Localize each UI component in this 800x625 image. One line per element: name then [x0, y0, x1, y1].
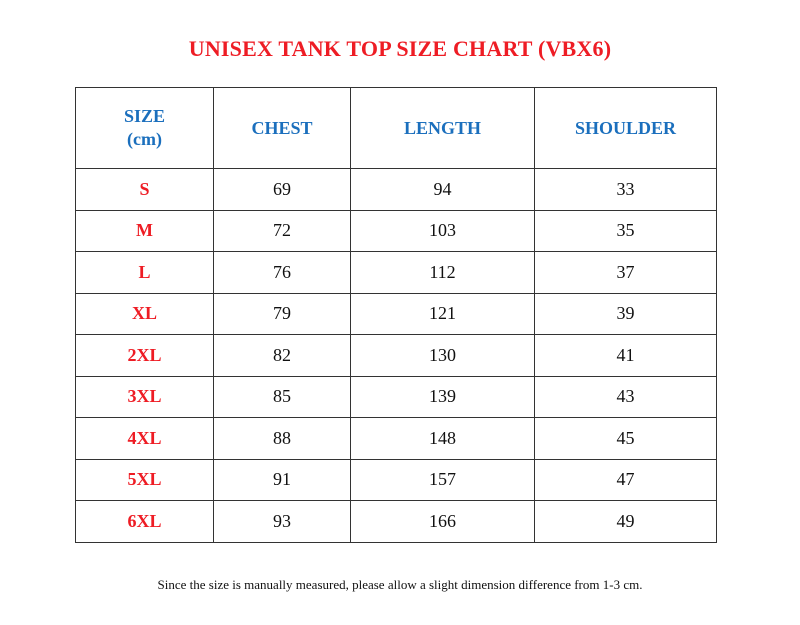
cell-size: 3XL [75, 375, 214, 418]
cell-chest: 91 [213, 458, 351, 501]
cell-size: XL [75, 292, 214, 335]
cell-shoulder: 37 [534, 251, 717, 294]
cell-shoulder: 39 [534, 292, 717, 335]
table-row: XL 79 121 39 [75, 292, 717, 335]
cell-length: 103 [350, 209, 535, 252]
cell-chest: 85 [213, 375, 351, 418]
table-row: L 76 112 37 [75, 251, 717, 294]
cell-length: 130 [350, 334, 535, 377]
cell-chest: 72 [213, 209, 351, 252]
cell-size: 6XL [75, 500, 214, 543]
table-row: 4XL 88 148 45 [75, 417, 717, 460]
cell-shoulder: 49 [534, 500, 717, 543]
cell-chest: 79 [213, 292, 351, 335]
cell-shoulder: 35 [534, 209, 717, 252]
table-row: 6XL 93 166 49 [75, 500, 717, 543]
cell-length: 148 [350, 417, 535, 460]
cell-shoulder: 33 [534, 168, 717, 211]
table-row: 3XL 85 139 43 [75, 375, 717, 418]
header-shoulder: SHOULDER [534, 87, 717, 169]
cell-chest: 76 [213, 251, 351, 294]
table-row: 2XL 82 130 41 [75, 334, 717, 377]
table-header-row: SIZE (cm) CHEST LENGTH SHOULDER [75, 87, 717, 169]
table-row: 5XL 91 157 47 [75, 458, 717, 501]
cell-chest: 69 [213, 168, 351, 211]
table-row: M 72 103 35 [75, 209, 717, 252]
cell-length: 94 [350, 168, 535, 211]
cell-shoulder: 47 [534, 458, 717, 501]
table-row: S 69 94 33 [75, 168, 717, 211]
header-size-unit: (cm) [127, 129, 162, 149]
cell-size: L [75, 251, 214, 294]
cell-size: 5XL [75, 458, 214, 501]
header-length: LENGTH [350, 87, 535, 169]
cell-length: 139 [350, 375, 535, 418]
cell-shoulder: 43 [534, 375, 717, 418]
cell-shoulder: 41 [534, 334, 717, 377]
cell-size: 4XL [75, 417, 214, 460]
cell-chest: 93 [213, 500, 351, 543]
cell-shoulder: 45 [534, 417, 717, 460]
cell-length: 166 [350, 500, 535, 543]
cell-chest: 88 [213, 417, 351, 460]
cell-size: S [75, 168, 214, 211]
cell-size: M [75, 209, 214, 252]
header-size: SIZE (cm) [75, 87, 214, 169]
cell-chest: 82 [213, 334, 351, 377]
page-title: UNISEX TANK TOP SIZE CHART (VBX6) [188, 36, 612, 61]
cell-length: 112 [350, 251, 535, 294]
measurement-note: Since the size is manually measured, ple… [157, 577, 643, 592]
header-chest: CHEST [213, 87, 351, 169]
size-chart-table: SIZE (cm) CHEST LENGTH SHOULDER S 69 94 33 M 7… [75, 87, 717, 543]
header-size-label: SIZE [123, 106, 166, 126]
cell-length: 157 [350, 458, 535, 501]
cell-size: 2XL [75, 334, 214, 377]
cell-length: 121 [350, 292, 535, 335]
